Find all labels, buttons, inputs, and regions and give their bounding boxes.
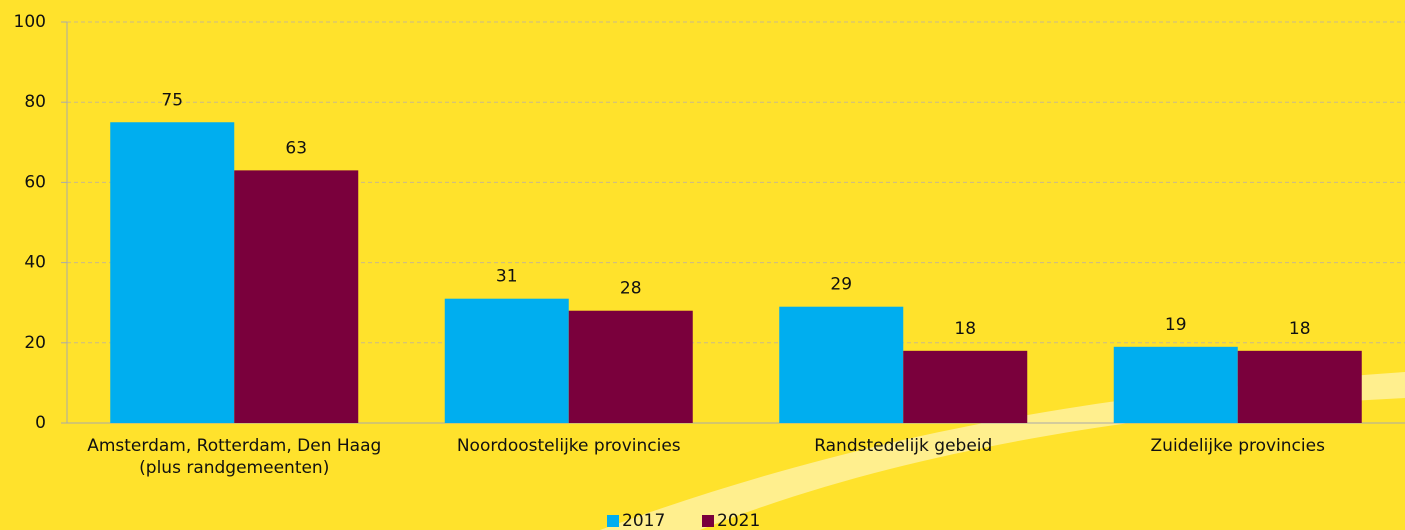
x-tick-label: Randstedelijk gebeid — [753, 435, 1053, 457]
data-label: 18 — [1289, 319, 1311, 339]
bar — [445, 299, 569, 423]
x-tick-label: Zuidelijke provincies — [1088, 435, 1388, 457]
bar — [779, 307, 903, 423]
y-tick-label: 40 — [24, 253, 46, 273]
bar — [1238, 351, 1362, 423]
bar — [110, 122, 234, 423]
y-tick-label: 0 — [35, 413, 46, 433]
legend-swatch — [607, 515, 619, 527]
y-tick-label: 80 — [24, 92, 46, 112]
legend-swatch — [702, 515, 714, 527]
chart-container: 0 20 40 60 80 100 75 63 31 28 29 18 19 18 2017 2021 Ams… — [0, 0, 1405, 530]
data-label: 75 — [161, 90, 183, 110]
data-label: 63 — [285, 138, 307, 158]
legend-label: 2017 — [622, 511, 665, 530]
bar — [234, 170, 358, 423]
y-tick-label: 60 — [24, 172, 46, 192]
y-tick-label: 20 — [24, 333, 46, 353]
data-label: 19 — [1165, 315, 1187, 335]
data-label: 29 — [830, 275, 852, 295]
x-tick-label: Noordoostelijke provincies — [419, 435, 719, 457]
y-tick-label: 100 — [14, 12, 46, 32]
bar — [1114, 347, 1238, 423]
legend-label: 2021 — [717, 511, 760, 530]
data-label: 31 — [496, 267, 518, 287]
x-tick-label: Amsterdam, Rotterdam, Den Haag (plus ran… — [84, 435, 384, 479]
bar — [569, 311, 693, 423]
data-label: 28 — [620, 279, 642, 299]
data-label: 18 — [954, 319, 976, 339]
bar — [903, 351, 1027, 423]
